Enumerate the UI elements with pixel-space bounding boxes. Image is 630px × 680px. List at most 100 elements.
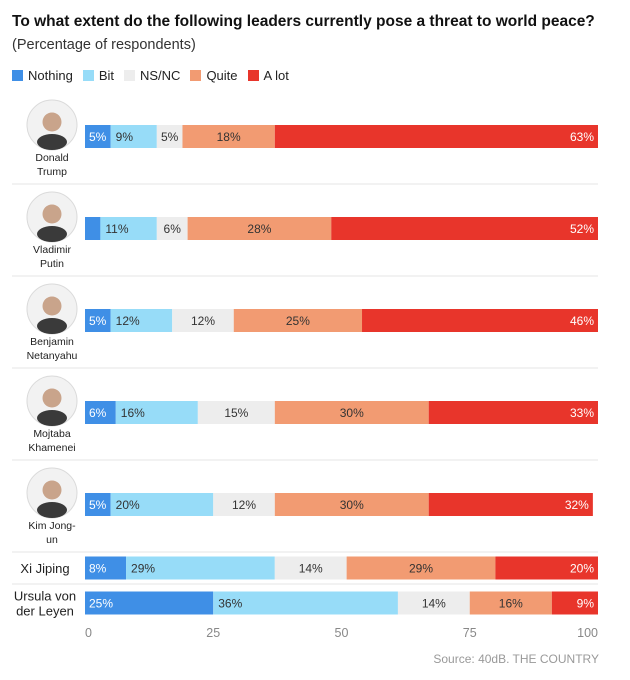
category-label: Putin bbox=[40, 258, 64, 270]
bar-segment bbox=[85, 591, 214, 615]
category-label: Kim Jong- bbox=[28, 520, 76, 532]
x-tick-label: 0 bbox=[85, 626, 92, 640]
legend-label: NS/NC bbox=[139, 67, 181, 83]
data-label: 12% bbox=[191, 314, 215, 328]
x-tick-label: 100 bbox=[577, 626, 598, 640]
data-label: 11% bbox=[105, 222, 128, 236]
legend-label: Nothing bbox=[28, 67, 73, 83]
category-label: Khamenei bbox=[28, 442, 75, 454]
data-label: 9% bbox=[116, 130, 134, 144]
legend-item-nothing: Nothing bbox=[12, 68, 73, 83]
chart-title: To what extent do the following leaders … bbox=[12, 13, 595, 30]
bar-segment bbox=[274, 401, 429, 424]
bar-segment bbox=[85, 309, 111, 332]
portrait-face bbox=[42, 296, 62, 316]
bar-segment bbox=[85, 125, 111, 148]
portrait-shoulders bbox=[37, 318, 67, 334]
legend-label: Quite bbox=[206, 67, 238, 83]
data-label: 5% bbox=[89, 498, 107, 512]
data-label: 9% bbox=[577, 597, 595, 611]
data-label: 20% bbox=[570, 562, 594, 576]
bar-segment bbox=[551, 591, 598, 615]
bar-segment bbox=[274, 493, 429, 516]
data-label: 12% bbox=[232, 498, 256, 512]
legend-swatch bbox=[123, 69, 135, 81]
bar-segment bbox=[182, 125, 275, 148]
data-label: 15% bbox=[224, 406, 248, 420]
bar-segment bbox=[428, 493, 593, 516]
bar-segment bbox=[397, 591, 470, 615]
legend-label: Bit bbox=[98, 67, 114, 83]
bar-segment bbox=[346, 556, 496, 580]
portrait-face bbox=[42, 388, 62, 408]
category-label: Benjamin bbox=[30, 336, 74, 348]
category-label: Xi Jiping bbox=[20, 561, 69, 576]
bar-segment bbox=[126, 556, 275, 580]
data-label: 29% bbox=[131, 562, 155, 576]
x-tick-label: 50 bbox=[335, 626, 349, 640]
bar-segment bbox=[85, 493, 111, 516]
data-label: 63% bbox=[570, 130, 594, 144]
category-label: Vladimir bbox=[33, 244, 71, 256]
category-label: der Leyen bbox=[16, 604, 74, 619]
legend-item-bit: Bit bbox=[82, 67, 114, 83]
x-tick-label: 75 bbox=[463, 626, 477, 640]
bar-segment bbox=[469, 591, 552, 615]
portrait-face bbox=[42, 204, 62, 224]
stacked-bar-chart: Donald Trump 5% 9% 5% 18% 63% Vladimir Putin 11% 6… bbox=[12, 99, 598, 640]
bar-segment bbox=[428, 401, 598, 424]
data-label: 18% bbox=[217, 130, 241, 144]
bar-segment bbox=[362, 309, 598, 332]
data-label: 6% bbox=[164, 222, 182, 236]
data-label: 46% bbox=[570, 314, 594, 328]
data-label: 52% bbox=[570, 222, 594, 236]
legend-swatch bbox=[82, 69, 94, 81]
chart-subtitle: (Percentage of respondents) bbox=[12, 37, 196, 53]
bar-segment bbox=[156, 217, 188, 240]
legend-item-quite: Quite bbox=[190, 67, 238, 83]
portrait-shoulders bbox=[37, 410, 67, 426]
data-label: 36% bbox=[218, 597, 242, 611]
bar-segment bbox=[110, 309, 173, 332]
bar-segment bbox=[156, 125, 183, 148]
bar-segment bbox=[100, 217, 157, 240]
category-label: Mojtaba bbox=[33, 428, 71, 440]
bar-segment bbox=[85, 556, 127, 580]
x-tick-label: 25 bbox=[206, 626, 220, 640]
bar-segment bbox=[233, 309, 363, 332]
data-label: 16% bbox=[499, 597, 523, 611]
legend-label: A lot bbox=[263, 67, 289, 83]
bar-segment bbox=[274, 556, 347, 580]
portrait-shoulders bbox=[37, 134, 67, 150]
data-label: 5% bbox=[89, 314, 107, 328]
data-label: 33% bbox=[570, 406, 594, 420]
category-label: Ursula von bbox=[14, 589, 76, 604]
bar-segment bbox=[187, 217, 332, 240]
bar-segment bbox=[85, 217, 101, 240]
bar-segment bbox=[213, 493, 275, 516]
data-label: 14% bbox=[422, 597, 446, 611]
data-label: 25% bbox=[89, 597, 113, 611]
portrait-shoulders bbox=[37, 502, 67, 518]
bar-segment bbox=[274, 125, 598, 148]
data-label: 29% bbox=[409, 562, 433, 576]
bar-segment bbox=[115, 401, 198, 424]
legend-swatch bbox=[247, 69, 259, 81]
data-label: 6% bbox=[89, 406, 107, 420]
data-label: 8% bbox=[89, 562, 107, 576]
data-label: 20% bbox=[116, 498, 140, 512]
data-label: 28% bbox=[247, 222, 271, 236]
legend-swatch bbox=[12, 69, 23, 81]
data-label: 5% bbox=[89, 130, 107, 144]
data-label: 25% bbox=[286, 314, 310, 328]
portrait-face bbox=[42, 112, 62, 132]
data-label: 30% bbox=[340, 406, 364, 420]
bar-segment bbox=[331, 217, 598, 240]
source-note: Source: 40dB. THE COUNTRY bbox=[433, 652, 599, 666]
portrait-shoulders bbox=[37, 226, 67, 242]
legend: Nothing Bit NS/NC Quite A lot bbox=[12, 66, 299, 84]
category-label: Netanyahu bbox=[27, 350, 78, 362]
legend-item-ns-nc: NS/NC bbox=[123, 67, 181, 83]
bar-segment bbox=[495, 556, 598, 580]
portrait-face bbox=[42, 480, 62, 500]
